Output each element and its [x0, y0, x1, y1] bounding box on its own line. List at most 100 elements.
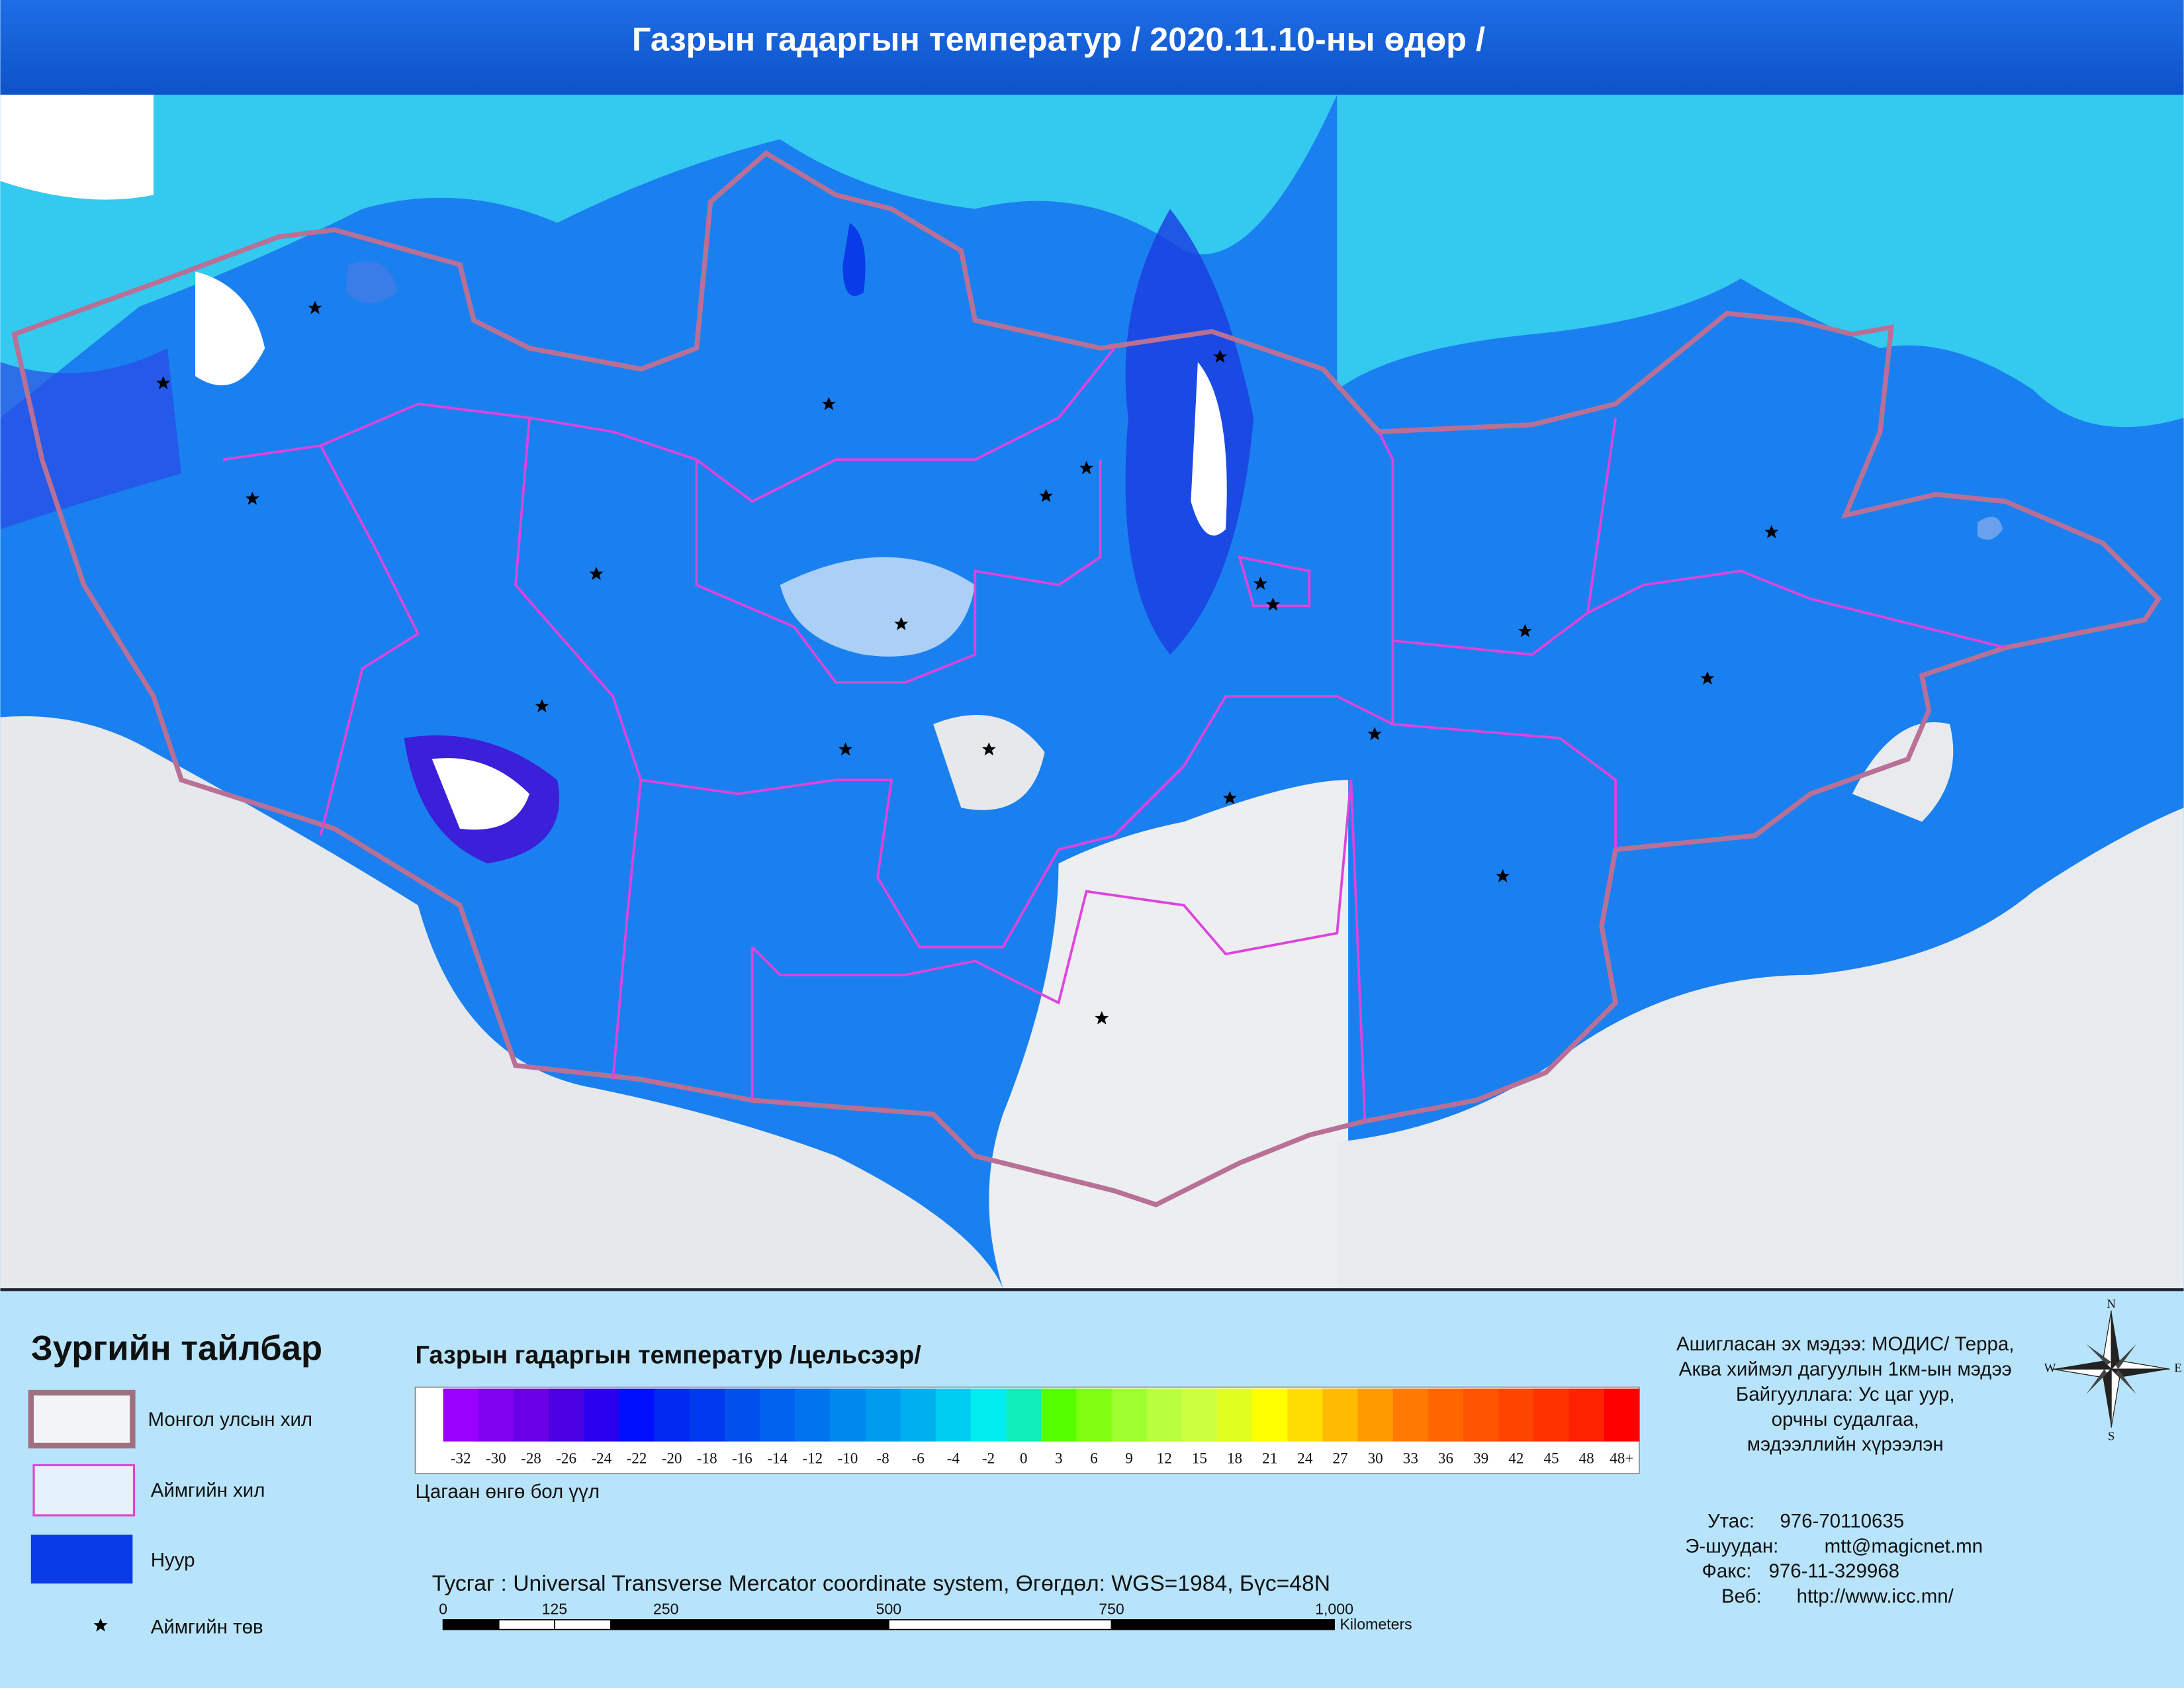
compass-s: S — [2108, 1430, 2115, 1444]
legend-label: Нуур — [151, 1549, 195, 1571]
scale-segment — [610, 1619, 666, 1630]
colorbar-cell — [1252, 1388, 1288, 1442]
colorbar-label: 6 — [1090, 1450, 1098, 1467]
contact-label: Утас: — [1707, 1510, 1754, 1532]
source-info: Ашигласан эх мэдээ: МОДИС/ Терра, Аква хи… — [1676, 1333, 2014, 1455]
country-border — [11, 150, 2162, 1207]
colorbar-cell — [1287, 1388, 1324, 1442]
scale-unit: Kilometers — [1340, 1615, 1412, 1632]
scale-segment — [498, 1619, 555, 1630]
colorbar-label: 48+ — [1610, 1450, 1633, 1467]
colorbar-label: -12 — [802, 1450, 823, 1467]
colorbar-label: 3 — [1055, 1450, 1063, 1467]
colorbar-label: 0 — [1020, 1450, 1028, 1467]
province-borders — [222, 347, 2006, 1121]
cloud — [933, 715, 1045, 810]
source-line: Байгууллага: Ус цаг уур, — [1736, 1383, 1955, 1405]
compass: N S E W — [2044, 1297, 2182, 1444]
colorbar-cell — [1463, 1388, 1499, 1442]
scale-label: 0 — [439, 1600, 447, 1617]
snow — [195, 271, 265, 386]
scale-segment — [665, 1619, 889, 1630]
colorbar-cell — [795, 1388, 831, 1442]
snow — [1191, 362, 1227, 536]
colorbar-cell — [654, 1388, 690, 1442]
source-line: орчны судалгаа, — [1772, 1409, 1919, 1430]
colorbar-cell — [1111, 1388, 1148, 1442]
cloud — [1852, 722, 1954, 822]
colorbar-cell — [1181, 1388, 1218, 1442]
colorbar-cell — [478, 1388, 514, 1442]
colorbar-label: -14 — [767, 1450, 788, 1467]
map-image — [0, 95, 2184, 1289]
colorbar-label: -10 — [837, 1450, 858, 1467]
cloud — [0, 716, 1003, 1289]
cold-zone — [0, 348, 182, 530]
colorbar-cell — [1357, 1388, 1394, 1442]
lake — [842, 222, 866, 297]
colorbar-cell — [1533, 1388, 1570, 1442]
colorbar-cell — [759, 1388, 796, 1442]
projection: Тусгаг : Universal Transverse Mercator c… — [432, 1571, 1330, 1596]
colorbar-cell — [935, 1388, 972, 1442]
contact-value: 976-70110635 — [1780, 1510, 1904, 1532]
colorbar-label: 21 — [1262, 1450, 1277, 1467]
colorbar-label: 30 — [1368, 1450, 1383, 1467]
colorbar-label: 33 — [1403, 1450, 1418, 1467]
colorbar-cell — [584, 1388, 619, 1442]
colorbar-cell — [549, 1388, 584, 1442]
lake — [1978, 516, 2003, 540]
cloud — [989, 780, 1349, 1289]
colorbar-label: 27 — [1332, 1450, 1347, 1467]
compass-rose — [2086, 1344, 2136, 1395]
colorbar-cell — [830, 1388, 866, 1442]
colorbar-label: -8 — [876, 1450, 889, 1467]
colorbar-cell — [1392, 1388, 1429, 1442]
cloud — [0, 95, 154, 200]
colorbar-cell — [865, 1388, 901, 1442]
colorbar: -32 -30 -28 -26 -24 -22 -20 -18 -16 -14 -12 -10 -8 -6… — [443, 1388, 1640, 1467]
contact-value: mtt@magicnet.mn — [1825, 1535, 1983, 1557]
contact-label: Факс: — [1702, 1560, 1752, 1582]
header-band — [0, 0, 2184, 95]
legend-title: Зургийн тайлбар — [31, 1329, 322, 1368]
contact-label: Э-шуудан: — [1685, 1535, 1778, 1557]
province-border — [320, 347, 1116, 503]
colorbar-note: Цагаан өнгө бол үүл — [415, 1481, 600, 1503]
scale-label: 500 — [876, 1600, 902, 1617]
legend-swatch-country — [28, 1389, 136, 1449]
colorbar-cell — [1569, 1388, 1605, 1442]
colorbar-label: 45 — [1543, 1450, 1559, 1467]
colorbar-label: -32 — [451, 1450, 471, 1467]
colorbar-label: 18 — [1227, 1450, 1242, 1467]
source-line: Аква хиймэл дагуулын 1км-ын мэдээ — [1679, 1358, 2012, 1380]
snow — [432, 758, 529, 830]
colorbar-label: -18 — [697, 1450, 717, 1467]
colorbar-label: 48 — [1579, 1450, 1594, 1467]
colorbar-label: -24 — [591, 1450, 612, 1467]
colorbar-label: -28 — [521, 1450, 541, 1467]
contact-value: http://www.icc.mn/ — [1797, 1585, 1954, 1607]
cloud — [1337, 808, 2184, 1289]
province-border — [514, 418, 643, 1080]
colorbar-cell — [1076, 1388, 1113, 1442]
colorbar-label: 15 — [1192, 1450, 1207, 1467]
legend-label: Аймгийн төв — [151, 1616, 263, 1638]
province-border — [751, 780, 1367, 1121]
source-line: Ашигласан эх мэдээ: МОДИС/ Терра, — [1676, 1333, 2014, 1355]
colorbar-title: Газрын гадаргын температур /цельсээр/ — [415, 1341, 921, 1369]
province-border — [1392, 417, 1617, 656]
colorbar-cell — [443, 1388, 479, 1442]
colorbar-cell — [1428, 1388, 1464, 1442]
scale-label: 1,000 — [1315, 1600, 1353, 1617]
colorbar-cell — [619, 1388, 655, 1442]
contact-value: 976-11-329968 — [1769, 1560, 1900, 1582]
legend-swatch-lake — [30, 1534, 133, 1584]
compass-w: W — [2044, 1362, 2056, 1376]
province-border — [1587, 569, 2006, 649]
cold-zone — [0, 95, 2184, 428]
